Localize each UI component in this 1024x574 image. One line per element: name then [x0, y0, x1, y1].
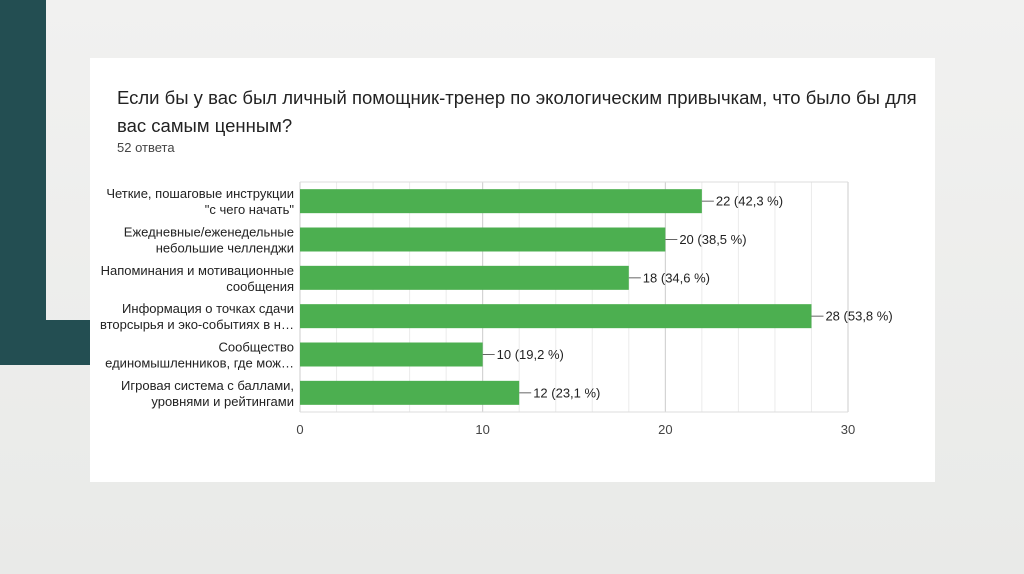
accent-bar: [0, 0, 46, 365]
data-label: 22 (42,3 %): [716, 194, 783, 209]
bar: [300, 265, 629, 290]
response-count: 52 ответа: [117, 140, 175, 155]
bar: [300, 189, 702, 214]
category-label: Игровая система с баллами, уровнями и рей…: [121, 378, 294, 409]
bar: [300, 227, 666, 252]
bar-chart: 0 10 20 30 Четкие, пошаговые инструкции "с че…: [100, 181, 893, 437]
data-label: 12 (23,1 %): [533, 385, 600, 400]
category-label: Четкие, пошаговые инструкции "с чего нача…: [106, 186, 294, 217]
category-label: Информация о точках сдачи вторсырья и эко…: [100, 301, 294, 332]
x-tick-label: 20: [658, 422, 672, 437]
chart-card: Если бы у вас был личный помощник-тренер…: [90, 58, 935, 482]
x-tick-label: 30: [841, 422, 855, 437]
bar: [300, 380, 520, 405]
data-label: 18 (34,6 %): [643, 270, 710, 285]
accent-stub: [46, 320, 90, 365]
category-label: Ежедневные/еженедельные небольшие челленд…: [124, 225, 294, 256]
question-title: Если бы у вас был личный помощник-тренер…: [117, 87, 917, 136]
x-tick-label: 0: [296, 422, 303, 437]
bar: [300, 342, 483, 367]
category-label: Сообщество единомышленников, где мож…: [105, 340, 294, 371]
data-label: 28 (53,8 %): [825, 309, 892, 324]
data-label: 20 (38,5 %): [679, 232, 746, 247]
data-label: 10 (19,2 %): [497, 347, 564, 362]
bar: [300, 304, 812, 329]
category-label: Напоминания и мотивационные сообщения: [101, 263, 294, 294]
x-tick-label: 10: [475, 422, 489, 437]
